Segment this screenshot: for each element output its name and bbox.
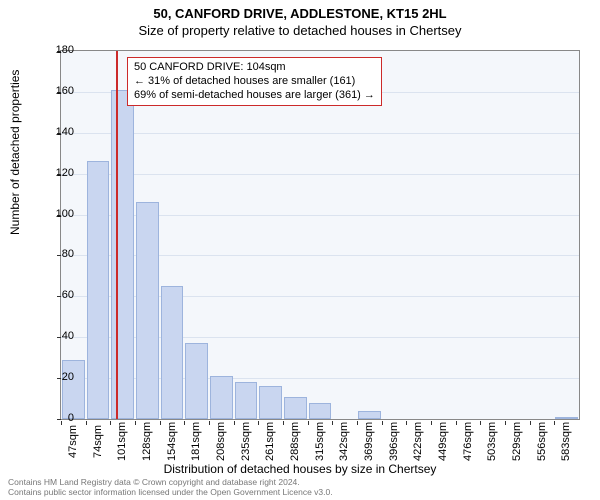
xtick-mark [209, 421, 210, 425]
xtick-label: 47sqm [67, 425, 79, 461]
xtick-label: 181sqm [190, 425, 202, 461]
xtick-mark [160, 421, 161, 425]
xtick-mark [406, 421, 407, 425]
gridline [61, 133, 579, 134]
annotation-line: 69% of semi-detached houses are larger (… [134, 89, 375, 103]
xtick-mark [308, 421, 309, 425]
xtick-label: 235sqm [240, 425, 252, 461]
histogram-bar [111, 90, 134, 419]
chart-title: 50, CANFORD DRIVE, ADDLESTONE, KT15 2HL [0, 0, 600, 21]
xtick-label: 261sqm [264, 425, 276, 461]
histogram-bar [259, 386, 282, 419]
xtick-label: 556sqm [536, 425, 548, 461]
xtick-label: 288sqm [289, 425, 301, 461]
histogram-bar [235, 382, 258, 419]
histogram-bar [185, 343, 208, 419]
footer-line: Contains public sector information licen… [8, 488, 333, 498]
xtick-label: 476sqm [462, 425, 474, 461]
xtick-mark [382, 421, 383, 425]
annotation-line: ← 31% of detached houses are smaller (16… [134, 75, 375, 89]
xtick-mark [357, 421, 358, 425]
histogram-bar [161, 286, 184, 419]
xtick-label: 74sqm [92, 425, 104, 461]
histogram-bar [210, 376, 233, 419]
histogram-bar [309, 403, 332, 419]
xtick-label: 315sqm [314, 425, 326, 461]
x-axis-label: Distribution of detached houses by size … [0, 462, 600, 476]
xtick-mark [530, 421, 531, 425]
xtick-label: 208sqm [215, 425, 227, 461]
xtick-label: 529sqm [511, 425, 523, 461]
xtick-label: 422sqm [412, 425, 424, 461]
xtick-label: 583sqm [560, 425, 572, 461]
xtick-mark [234, 421, 235, 425]
annotation-box: 50 CANFORD DRIVE: 104sqm← 31% of detache… [127, 57, 382, 106]
xtick-mark [283, 421, 284, 425]
ytick-label: 100 [44, 208, 74, 220]
xtick-mark [456, 421, 457, 425]
ytick-label: 0 [44, 412, 74, 424]
y-axis-label: Number of detached properties [8, 70, 22, 235]
xtick-label: 128sqm [141, 425, 153, 461]
xtick-label: 503sqm [486, 425, 498, 461]
xtick-mark [258, 421, 259, 425]
ytick-label: 40 [44, 330, 74, 342]
xtick-mark [332, 421, 333, 425]
annotation-line: 50 CANFORD DRIVE: 104sqm [134, 61, 375, 75]
histogram-bar [62, 360, 85, 419]
plot-area: 47sqm74sqm101sqm128sqm154sqm181sqm208sqm… [60, 50, 580, 420]
chart-subtitle: Size of property relative to detached ho… [0, 21, 600, 38]
xtick-mark [135, 421, 136, 425]
ytick-label: 160 [44, 85, 74, 97]
xtick-label: 449sqm [437, 425, 449, 461]
histogram-bar [358, 411, 381, 419]
ytick-label: 120 [44, 167, 74, 179]
xtick-label: 154sqm [166, 425, 178, 461]
xtick-mark [110, 421, 111, 425]
attribution-footer: Contains HM Land Registry data © Crown c… [8, 478, 333, 498]
ytick-label: 60 [44, 289, 74, 301]
xtick-label: 101sqm [116, 425, 128, 461]
xtick-label: 396sqm [388, 425, 400, 461]
ytick-label: 140 [44, 126, 74, 138]
ytick-label: 20 [44, 371, 74, 383]
plot-wrapper: 47sqm74sqm101sqm128sqm154sqm181sqm208sqm… [60, 50, 580, 420]
xtick-mark [505, 421, 506, 425]
histogram-bar [555, 417, 578, 419]
histogram-bar [87, 161, 110, 419]
ytick-label: 80 [44, 248, 74, 260]
reference-line [116, 51, 118, 419]
xtick-mark [431, 421, 432, 425]
xtick-mark [554, 421, 555, 425]
xtick-label: 342sqm [338, 425, 350, 461]
xtick-mark [86, 421, 87, 425]
ytick-label: 180 [44, 44, 74, 56]
xtick-mark [480, 421, 481, 425]
xtick-mark [184, 421, 185, 425]
histogram-bar [136, 202, 159, 419]
gridline [61, 174, 579, 175]
xtick-label: 369sqm [363, 425, 375, 461]
histogram-bar [284, 397, 307, 419]
